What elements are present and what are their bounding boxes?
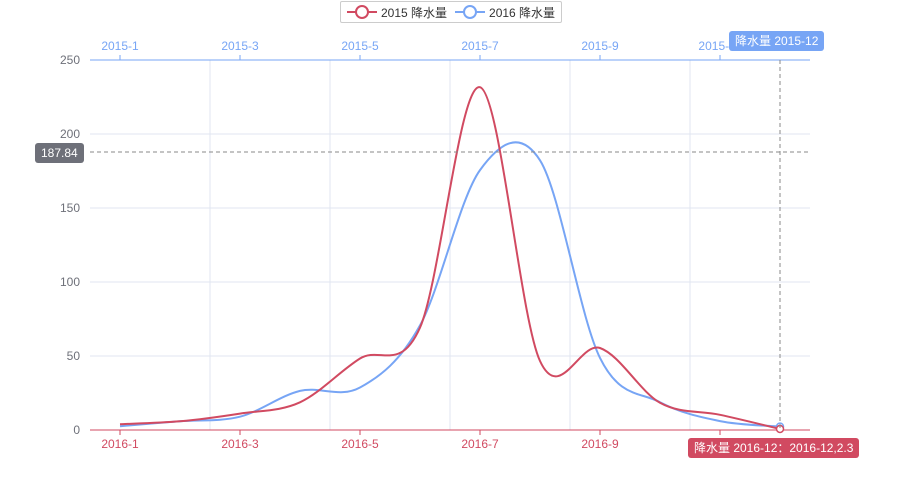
x-bottom-tick-label: 2016-1 [101, 437, 139, 451]
y-tick-label: 200 [60, 127, 80, 141]
y-tick-label: 100 [60, 275, 80, 289]
axis-pointer-bottom-label: 降水量 2016-12：2016-12,2.3 [688, 438, 860, 458]
legend-label-2016: 2016 降水量 [489, 5, 556, 20]
legend-item-2015[interactable]: 2015 降水量 [347, 4, 447, 21]
legend-item-2016[interactable]: 2016 降水量 [455, 4, 555, 21]
legend-swatch-2016 [455, 5, 486, 19]
legend-label-2015: 2015 降水量 [381, 5, 448, 20]
axis-pointer-y-label: 187.84 [35, 143, 84, 163]
x-top-tick-label: 2015-7 [461, 39, 499, 53]
x-bottom-tick-label: 2016-7 [461, 437, 499, 451]
series-lines [119, 86, 785, 434]
legend: 2015 降水量 2016 降水量 [340, 1, 563, 23]
y-tick-label: 150 [60, 201, 80, 215]
x-bottom-tick-label: 2016-9 [581, 437, 619, 451]
y-tick-label: 50 [67, 349, 81, 363]
series-line-1 [119, 86, 781, 430]
legend-swatch-2015 [347, 5, 377, 19]
x-top-tick-label: 2015-5 [341, 39, 379, 53]
x-top-tick-label: 2015-3 [221, 39, 259, 53]
axis-pointer-top-label: 降水量 2015-12 [729, 31, 825, 51]
y-tick-label: 250 [60, 53, 80, 67]
x-top-tick-label: 2015-9 [581, 39, 619, 53]
x-bottom-tick-label: 2016-3 [221, 437, 259, 451]
x-bottom-tick-label: 2016-5 [341, 437, 379, 451]
y-tick-label: 0 [73, 423, 80, 437]
axes: 0 50 100 150 200 250 2016-1 2016-3 2016-5 2016-7 2… [60, 39, 810, 451]
x-top-tick-label: 2015-1 [101, 39, 139, 53]
axis-pointer [90, 60, 810, 430]
